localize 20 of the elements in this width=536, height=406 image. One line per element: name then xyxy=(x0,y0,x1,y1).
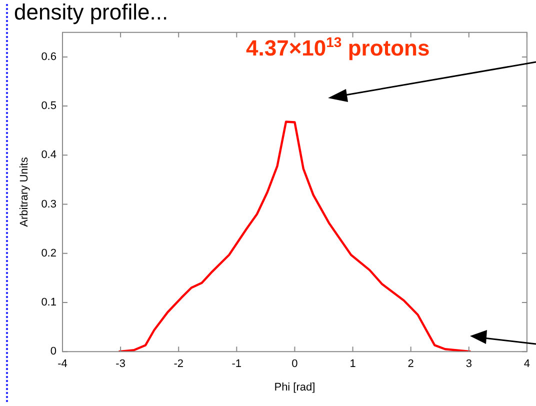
chart-title: density profile... xyxy=(14,0,168,24)
y-tick-label: 0.2 xyxy=(41,247,56,260)
x-tick-label: -4 xyxy=(58,358,68,370)
y-tick-label: 0 xyxy=(50,346,56,358)
x-tick-label: -2 xyxy=(174,358,184,370)
y-tick-label: 0.1 xyxy=(41,296,56,309)
x-axis-title: Phi [rad] xyxy=(274,381,316,394)
x-tick-label: -3 xyxy=(116,358,126,370)
x-tick-label: 1 xyxy=(350,358,356,370)
y-tick-label: 0.3 xyxy=(41,198,56,210)
y-tick-label: 0.4 xyxy=(41,149,56,162)
x-tick-label: -1 xyxy=(232,358,242,370)
x-tick-label: 4 xyxy=(524,358,530,370)
annotation: 4.37×10$^{13}$ protons xyxy=(246,34,430,62)
x-tick-label: 0 xyxy=(292,358,298,370)
y-tick-label: 0.5 xyxy=(41,100,56,112)
y-tick-label: 0.6 xyxy=(41,50,56,63)
x-tick-label: 3 xyxy=(466,358,472,370)
y-axis-title: Arbitrary Units xyxy=(18,156,31,227)
x-tick-label: 2 xyxy=(408,358,414,370)
